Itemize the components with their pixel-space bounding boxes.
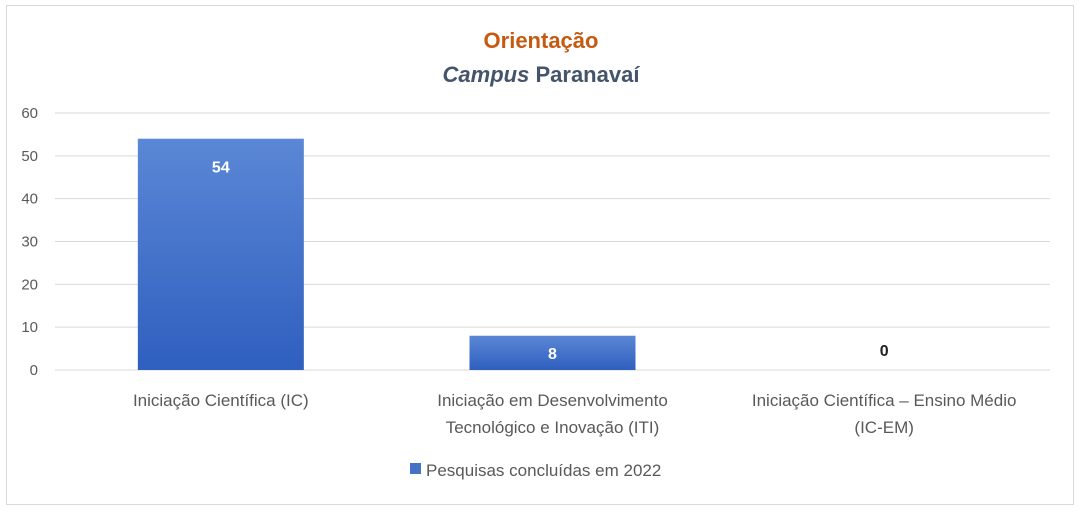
subtitle-rest: Paranavaí — [535, 62, 640, 87]
legend: Pesquisas concluídas em 2022 — [410, 461, 661, 480]
subtitle-italic: Campus — [443, 62, 530, 87]
category-label-2-line-2: Tecnológico e Inovação (ITI) — [446, 418, 660, 437]
chart-title: Orientação — [484, 28, 599, 53]
y-axis-ticks: 0 10 20 30 40 50 60 — [21, 105, 38, 379]
chart-subtitle: Campus Paranavaí — [443, 62, 641, 87]
y-tick-label-0: 0 — [30, 362, 38, 379]
data-labels: 54 8 0 — [212, 160, 889, 363]
category-label-1-line-1: Iniciação Científica (IC) — [133, 391, 309, 410]
y-tick-label-10: 10 — [21, 319, 38, 336]
category-labels: Iniciação Científica (IC) Iniciação em De… — [133, 391, 1016, 437]
category-label-3-line-1: Iniciação Científica – Ensino Médio — [752, 391, 1017, 410]
y-tick-label-30: 30 — [21, 234, 38, 251]
data-label-2: 8 — [548, 346, 557, 363]
category-label-2-line-1: Iniciação em Desenvolvimento — [437, 391, 668, 410]
y-tick-label-20: 20 — [21, 276, 38, 293]
category-label-3-line-2: (IC-EM) — [854, 418, 913, 437]
legend-swatch — [410, 463, 421, 474]
bars — [137, 138, 636, 370]
data-label-1: 54 — [212, 160, 230, 177]
y-tick-label-40: 40 — [21, 191, 38, 208]
y-tick-label-60: 60 — [21, 105, 38, 122]
legend-label: Pesquisas concluídas em 2022 — [426, 461, 661, 480]
bar-1 — [137, 138, 304, 370]
y-tick-label-50: 50 — [21, 148, 38, 165]
data-label-3: 0 — [880, 343, 889, 360]
bar-2 — [469, 335, 636, 370]
